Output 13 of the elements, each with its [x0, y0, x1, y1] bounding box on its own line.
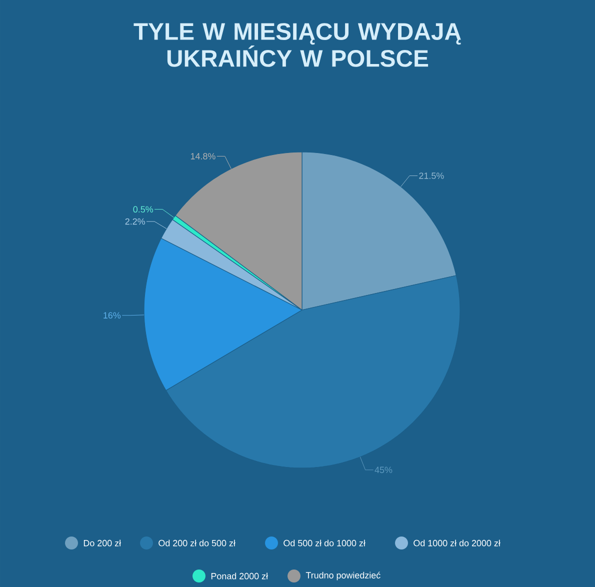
legend-label: Ponad 2000 zł — [211, 572, 268, 580]
data-label: 14.8% — [190, 153, 216, 160]
legend-label: Od 200 zł do 500 zł — [158, 540, 236, 546]
data-label: 0.5% — [133, 206, 154, 212]
legend-label: Trudno powiedzieć — [306, 572, 380, 580]
legend-label: Od 500 zł do 1000 zł — [284, 540, 366, 546]
legend-label: Do 200 zł — [84, 540, 122, 546]
chart-title: TYLE W MIESIĄCU WYDAJĄ UKRAIŃCY W POLSCE — [134, 23, 461, 67]
data-label: 2.2% — [125, 218, 145, 225]
data-label: 21.5% — [419, 172, 444, 179]
data-label: 16% — [104, 312, 121, 319]
data-label: 45% — [374, 466, 392, 474]
legend-label: Od 1000 zł do 2000 zł — [414, 540, 500, 546]
